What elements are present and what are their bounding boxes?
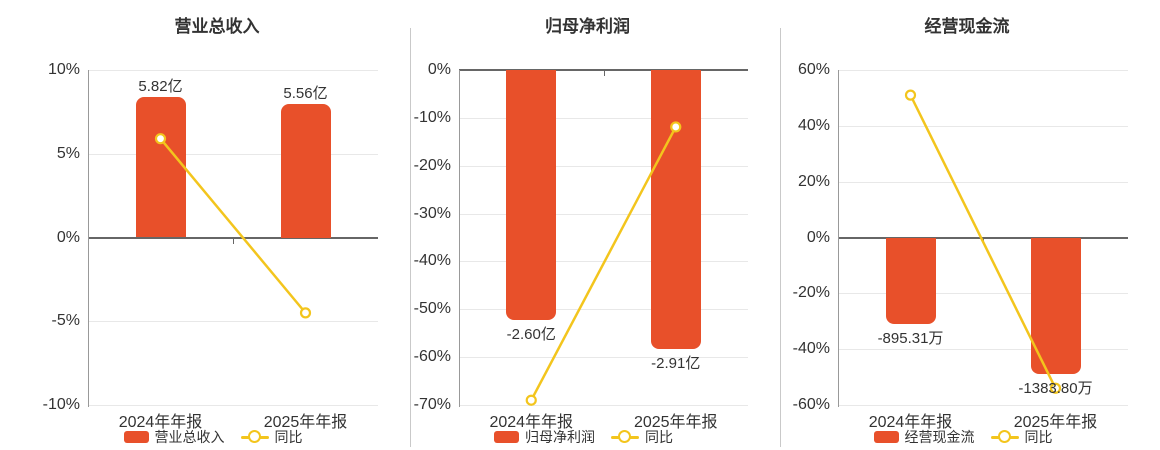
bar-value-label: -895.31万: [877, 330, 944, 348]
y-tick-label: -20%: [792, 284, 830, 302]
bar-value-label: 5.82亿: [138, 77, 183, 95]
gridline: [88, 153, 378, 155]
legend-item-line-series[interactable]: 同比: [240, 427, 303, 447]
legend-line-ring-icon: [618, 430, 631, 443]
gridline: [459, 405, 748, 406]
y-tick-label: 0%: [806, 228, 830, 246]
legend-bar-swatch-icon: [494, 431, 519, 443]
gridline: [459, 309, 748, 311]
y-axis-line: [459, 70, 460, 407]
panel-divider: [780, 28, 781, 447]
y-tick-label: 60%: [797, 61, 830, 78]
gridline: [459, 213, 748, 215]
legend-line-marker-icon: [611, 430, 639, 444]
bar-value-label: -1383.80万: [1018, 380, 1093, 398]
gridline: [838, 125, 1128, 127]
legend-bar-label: 经营现金流: [904, 429, 975, 445]
gridline: [459, 117, 748, 119]
legend-bar-swatch-icon: [873, 431, 899, 443]
panel-divider: [410, 28, 411, 447]
x-axis-label: 2025年年报: [263, 414, 348, 431]
bar-2024年年报: [885, 237, 936, 325]
y-tick-label: 10%: [47, 61, 80, 78]
chart-title-2: 经营现金流: [924, 17, 1010, 36]
bar-value-label: -2.91亿: [651, 355, 701, 372]
y-tick-label: -60%: [413, 348, 451, 366]
legend-item-bar-series[interactable]: 经营现金流: [873, 427, 975, 447]
category-axis-tick: [233, 238, 234, 244]
gridline: [88, 405, 378, 406]
legend-line-label: 同比: [274, 429, 303, 445]
y-tick-label: -5%: [51, 312, 80, 330]
y-axis-line: [838, 70, 839, 407]
legend-bar-label: 归母净利润: [525, 429, 595, 445]
gridline: [838, 349, 1128, 351]
category-axis-tick: [983, 238, 984, 244]
y-tick-label: -50%: [413, 300, 451, 318]
gridline: [459, 165, 748, 167]
x-axis-label: 2024年年报: [868, 414, 953, 431]
y-tick-label: -40%: [792, 340, 830, 358]
legend-item-bar-series[interactable]: 营业总收入: [123, 427, 225, 447]
legend-line-marker-icon: [990, 430, 1019, 444]
x-axis-label: 2025年年报: [1013, 414, 1098, 431]
y-tick-label: -70%: [413, 396, 451, 413]
legend-bar-swatch-icon: [123, 431, 149, 443]
bar-2025年年报: [280, 103, 331, 238]
y-tick-label: -10%: [413, 108, 451, 126]
legend-line-marker-icon: [240, 430, 269, 444]
y-tick-label: -30%: [413, 204, 451, 222]
y-tick-label: 0%: [427, 61, 451, 78]
y-tick-label: -20%: [413, 156, 451, 174]
legend-item-line-series[interactable]: 同比: [990, 427, 1053, 447]
gridline: [88, 321, 378, 323]
x-axis-label: 2025年年报: [633, 414, 718, 431]
bar-2024年年报: [135, 96, 186, 238]
bar-2025年年报: [1030, 237, 1081, 375]
gridline: [838, 405, 1128, 406]
chart-title-1: 归母净利润: [545, 17, 630, 36]
x-axis-label: 2024年年报: [489, 414, 574, 431]
gridline: [838, 181, 1128, 183]
y-tick-label: -10%: [42, 396, 80, 413]
legend-line-label: 同比: [1024, 429, 1053, 445]
legend-item-line-series[interactable]: 同比: [611, 427, 673, 447]
zero-axis-line: [459, 69, 748, 71]
legend-line-ring-icon: [997, 430, 1011, 443]
legend-bar-label: 营业总收入: [154, 429, 225, 445]
y-axis-line: [88, 70, 89, 407]
bar-2024年年报: [506, 70, 557, 321]
y-tick-label: 20%: [797, 172, 830, 190]
legend-line-ring-icon: [247, 430, 261, 443]
gridline: [838, 70, 1128, 71]
legend-line-label: 同比: [645, 429, 673, 445]
y-tick-label: 40%: [797, 116, 830, 134]
gridline: [838, 293, 1128, 295]
y-tick-label: -40%: [413, 252, 451, 270]
bar-2025年年报: [650, 70, 701, 349]
category-axis-tick: [603, 71, 605, 76]
y-tick-label: -60%: [792, 396, 830, 413]
legend-item-bar-series[interactable]: 归母净利润: [494, 427, 595, 447]
y-tick-label: 0%: [56, 228, 80, 246]
gridline: [88, 70, 378, 71]
x-axis-label: 2024年年报: [118, 414, 203, 431]
yoy-marker: [525, 394, 537, 406]
legend-0: 营业总收入 同比: [53, 427, 373, 447]
yoy-marker: [904, 89, 917, 101]
legend-2: 经营现金流 同比: [803, 427, 1123, 447]
gridline: [459, 261, 748, 263]
y-tick-label: 5%: [56, 144, 80, 162]
bar-value-label: -2.60亿: [506, 326, 556, 344]
chart-title-0: 营业总收入: [174, 17, 260, 36]
yoy-marker: [299, 307, 312, 319]
bar-value-label: 5.56亿: [283, 84, 328, 102]
legend-1: 归母净利润 同比: [424, 427, 744, 447]
